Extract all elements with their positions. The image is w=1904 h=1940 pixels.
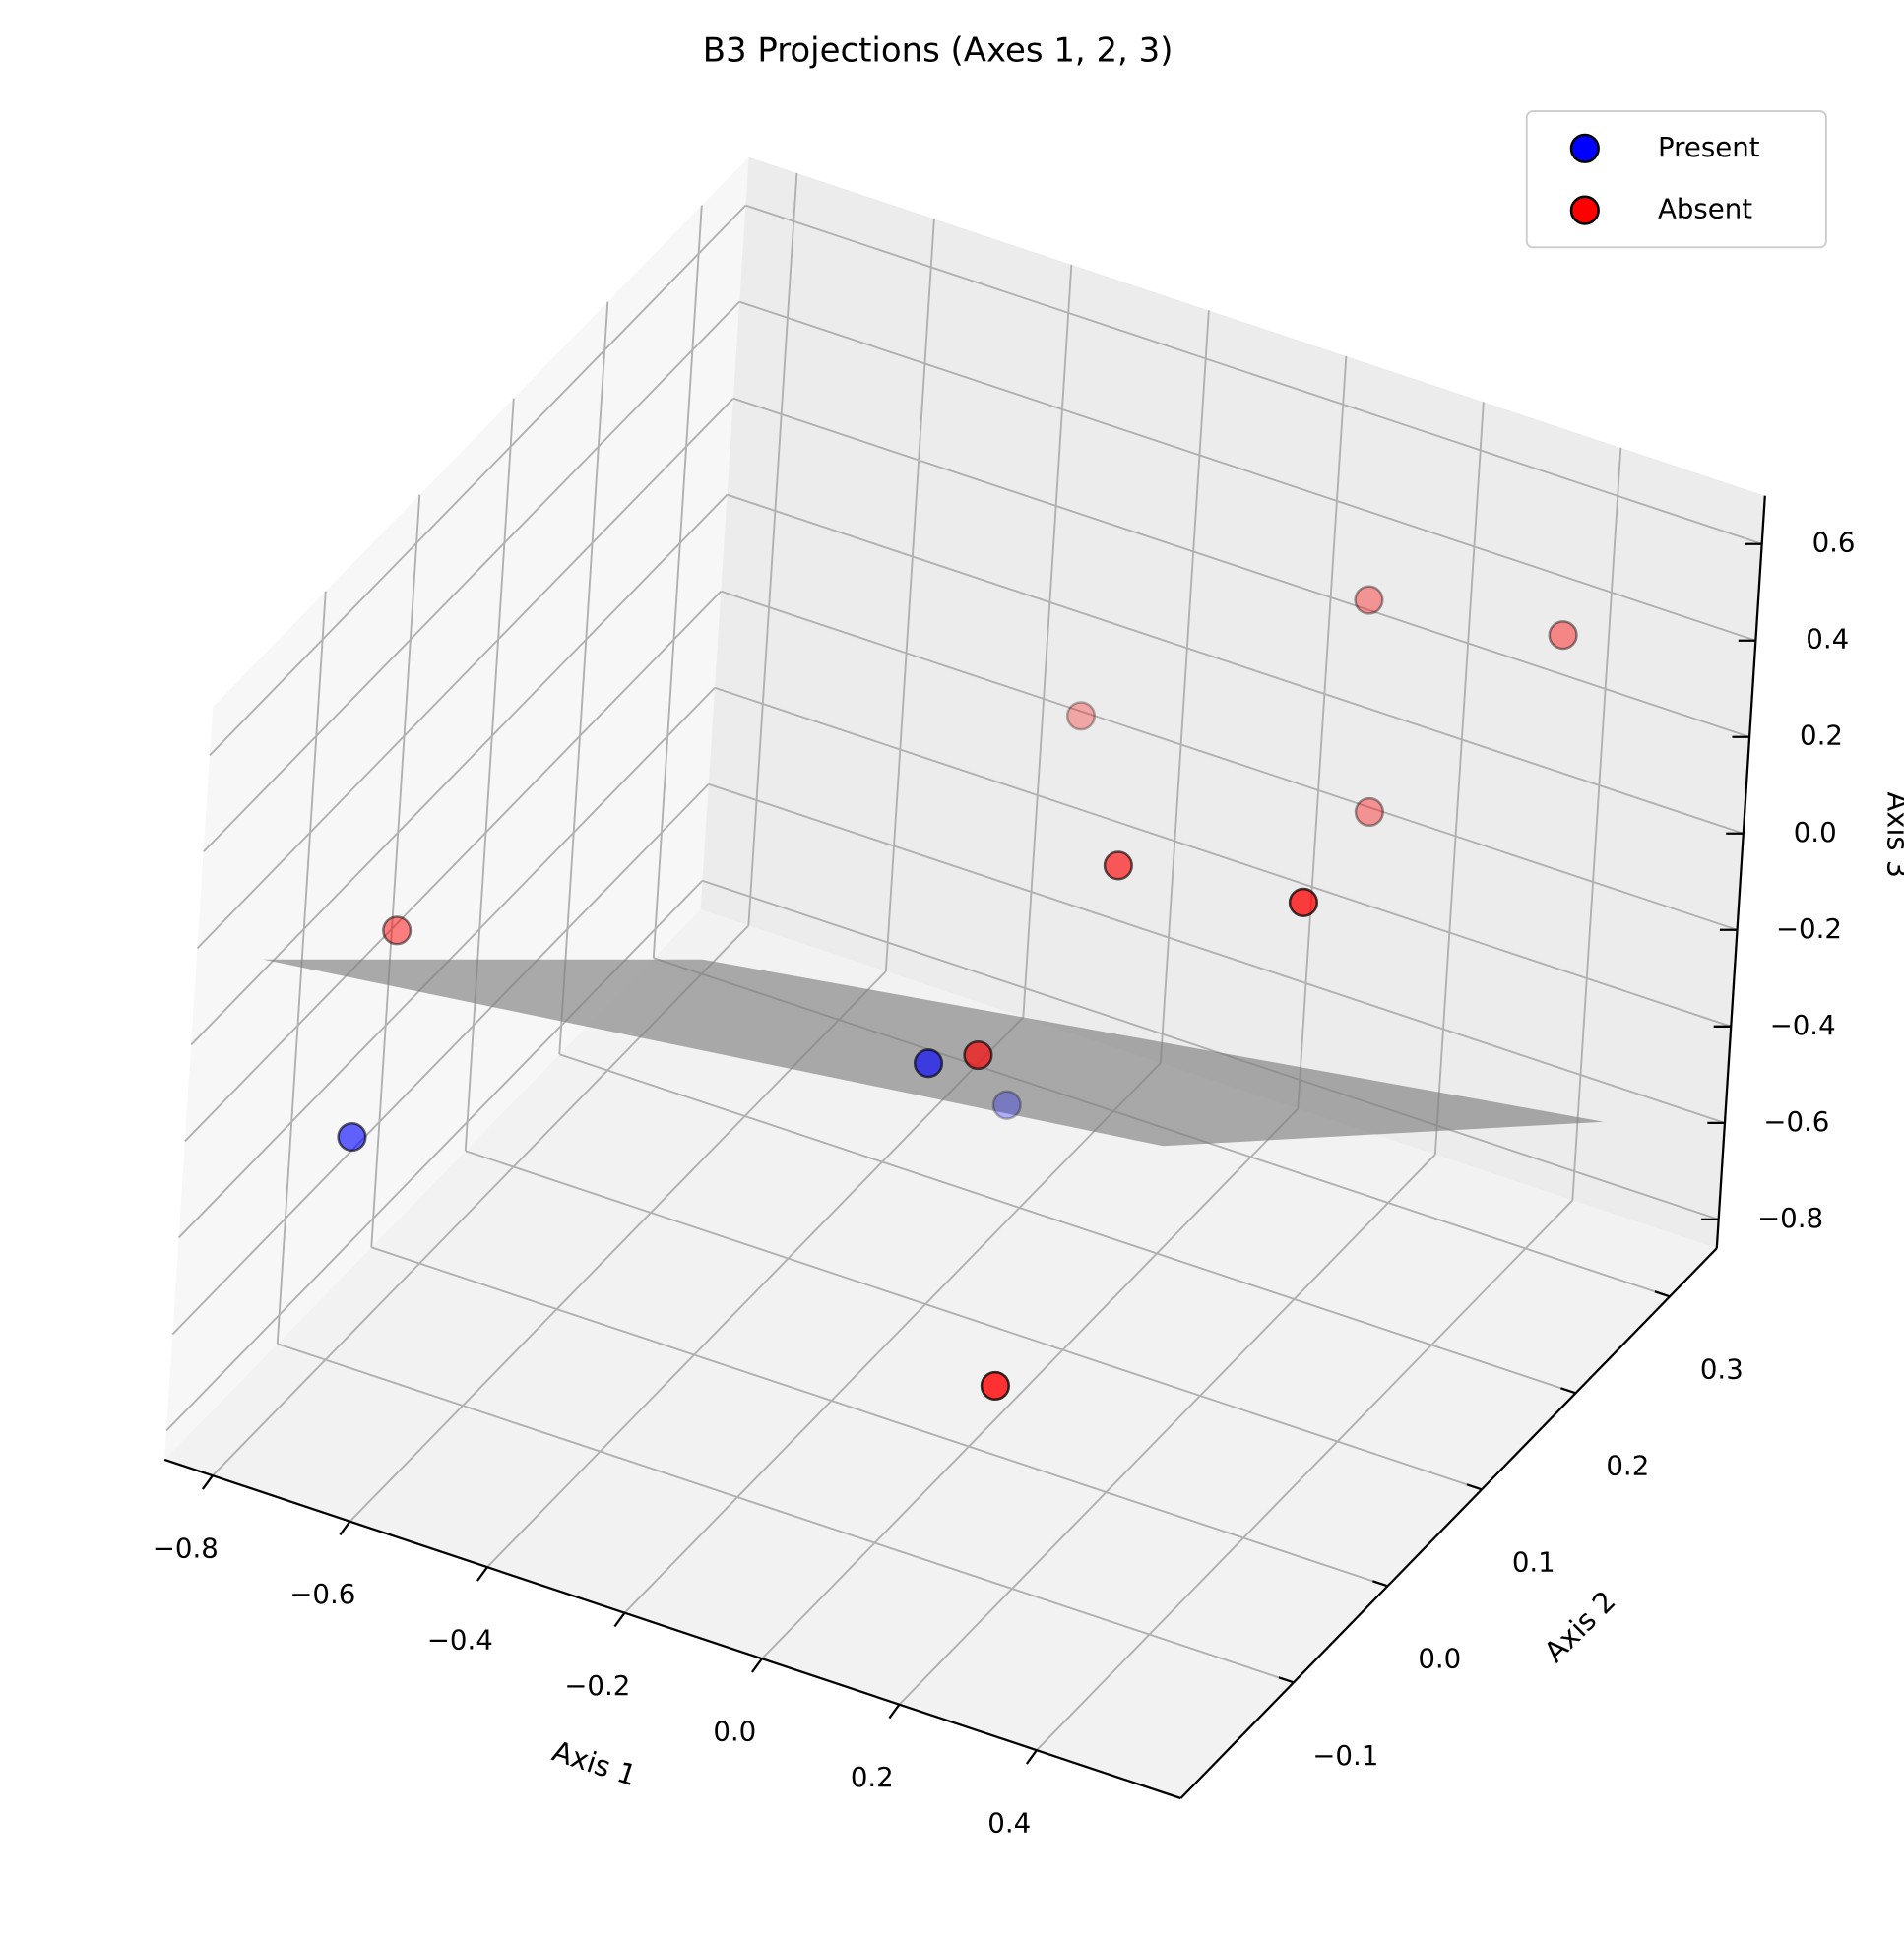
grid-line <box>761 1107 1300 1659</box>
grid-line <box>370 1246 1388 1588</box>
y-tick-label: −0.1 <box>1312 1739 1378 1772</box>
plot-area: B3 Projections (Axes 1, 2, 3) −0.8 −0.6 −0… <box>153 31 1904 1839</box>
legend-marker <box>1569 133 1600 163</box>
axis-line <box>1179 1247 1718 1799</box>
y-tick-label: 0.2 <box>1606 1450 1649 1482</box>
x-tick <box>613 1612 626 1628</box>
data-point <box>382 915 413 946</box>
data-point <box>1288 887 1319 917</box>
legend-marker <box>1569 195 1600 225</box>
x-tick-label: −0.4 <box>427 1624 493 1657</box>
data-point <box>1103 850 1133 881</box>
x-tick <box>339 1521 351 1536</box>
grid-line <box>196 397 734 950</box>
legend: Present Absent <box>1525 110 1827 249</box>
x-tick-label: 0.4 <box>987 1807 1031 1840</box>
y-tick-label: 0.1 <box>1512 1546 1555 1579</box>
x-tick <box>750 1658 763 1673</box>
x-tick <box>888 1704 901 1720</box>
z-tick-label: 0.0 <box>1794 816 1837 848</box>
y-tick <box>1278 1676 1295 1684</box>
y-tick-label: 0.3 <box>1700 1353 1744 1386</box>
grid-line <box>898 1154 1436 1706</box>
grid-line <box>184 591 722 1143</box>
grid-line <box>708 782 1726 1124</box>
grid-line <box>558 1053 1576 1395</box>
grid-line <box>190 494 729 1046</box>
chart-title: B3 Projections (Axes 1, 2, 3) <box>703 31 1174 70</box>
x-tick-label: −0.2 <box>564 1669 630 1702</box>
data-point <box>963 1039 993 1071</box>
data-point <box>980 1370 1010 1402</box>
y-tick <box>1654 1290 1671 1298</box>
grid-line <box>738 300 1756 642</box>
y-tick <box>1560 1387 1576 1395</box>
y-axis-title: Axis 2 <box>1538 1584 1622 1668</box>
x-tick-label: −0.8 <box>153 1533 219 1565</box>
z-tick-label: −0.4 <box>1770 1009 1836 1041</box>
left-pane <box>164 156 749 1460</box>
grid-line <box>702 879 1719 1220</box>
data-point <box>1065 701 1097 731</box>
back-pane <box>700 156 1765 1249</box>
y-tick <box>1466 1483 1483 1491</box>
grid-line <box>203 300 740 853</box>
data-point <box>991 1090 1022 1120</box>
x-tick-label: 0.2 <box>851 1761 894 1793</box>
z-tick-label: −0.2 <box>1776 912 1842 945</box>
legend-box <box>1525 110 1827 249</box>
x-axis-title: Axis 1 <box>548 1734 641 1792</box>
data-point <box>337 1122 367 1153</box>
grid-line <box>745 204 1762 545</box>
grid-line <box>1036 1199 1574 1751</box>
grid-line <box>732 397 1750 738</box>
grid-line <box>465 1150 1483 1491</box>
data-point <box>913 1048 944 1079</box>
x-tick <box>1025 1749 1038 1765</box>
legend-label: Absent <box>1658 193 1752 225</box>
z-tick-label: −0.8 <box>1757 1202 1823 1234</box>
x-tick-label: −0.6 <box>289 1578 355 1610</box>
legend-label: Present <box>1658 131 1760 163</box>
grid-line <box>714 686 1732 1028</box>
x-tick <box>201 1474 214 1490</box>
axis-line <box>163 1458 1181 1800</box>
grid-line <box>277 1343 1295 1684</box>
data-point <box>1354 796 1384 828</box>
x-tick-label: 0.0 <box>713 1716 756 1748</box>
grid-line <box>209 204 747 756</box>
z-tick-label: −0.6 <box>1763 1105 1829 1138</box>
y-tick-label: 0.0 <box>1418 1643 1461 1675</box>
grid-line <box>720 590 1738 931</box>
grid-line <box>623 1062 1162 1614</box>
y-tick <box>1372 1580 1388 1588</box>
grid-line <box>486 1016 1025 1568</box>
z-tick-label: 0.2 <box>1800 720 1843 752</box>
z-tick-label: 0.4 <box>1806 623 1849 656</box>
z-axis-title: Axis 3 <box>1880 792 1904 879</box>
data-point <box>1354 585 1384 615</box>
z-tick-label: 0.6 <box>1812 527 1856 559</box>
data-point <box>1548 620 1578 651</box>
grid-line <box>727 493 1745 835</box>
x-tick <box>476 1566 488 1582</box>
grid-line <box>171 783 710 1336</box>
